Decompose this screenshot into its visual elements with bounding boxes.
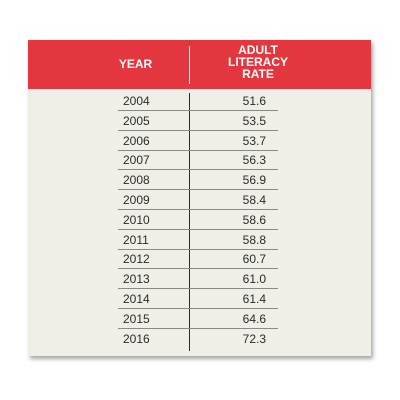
table-row: 2007 56.3 xyxy=(28,150,371,171)
table-row: 2009 58.4 xyxy=(28,190,371,210)
row-separator xyxy=(118,110,278,111)
row-separator xyxy=(118,228,278,230)
rate-cell: 56.3 xyxy=(242,153,266,168)
rate-column-header: ADULT LITERACY RATE xyxy=(228,44,288,80)
table-row: 2013 61.0 xyxy=(28,269,371,290)
rate-cell: 72.3 xyxy=(242,331,266,346)
table-row: 2016 72.3 xyxy=(28,329,371,349)
rate-cell: 58.8 xyxy=(242,232,266,247)
year-column-header: YEAR xyxy=(118,57,153,71)
row-separator xyxy=(118,149,278,151)
rate-cell: 64.6 xyxy=(242,311,266,326)
table-row: 2014 61.4 xyxy=(28,289,371,309)
rate-cell: 53.7 xyxy=(242,133,266,148)
rate-cell: 58.6 xyxy=(242,212,266,227)
table-row: 2005 53.5 xyxy=(28,111,371,131)
year-cell: 2013 xyxy=(123,272,150,287)
row-separator xyxy=(118,327,278,329)
table-header: YEAR ADULT LITERACY RATE xyxy=(28,40,371,89)
row-separator xyxy=(118,288,278,290)
row-separator xyxy=(118,169,278,171)
rate-cell: 53.5 xyxy=(242,113,266,128)
row-separator xyxy=(118,308,278,309)
row-separator xyxy=(118,209,278,210)
table-row: 2004 51.6 xyxy=(28,91,371,111)
year-cell: 2016 xyxy=(123,331,150,346)
rate-cell: 51.6 xyxy=(242,94,266,108)
year-cell: 2006 xyxy=(123,133,150,148)
table-row: 2015 64.6 xyxy=(28,309,371,329)
year-cell: 2005 xyxy=(123,113,150,128)
table-row: 2006 53.7 xyxy=(28,131,371,151)
rate-cell: 61.0 xyxy=(242,272,266,287)
year-cell: 2011 xyxy=(123,232,149,247)
header-divider xyxy=(189,46,190,84)
literacy-table: YEAR ADULT LITERACY RATE 2004 51.6 2005 53.… xyxy=(28,40,371,356)
year-cell: 2010 xyxy=(123,212,150,227)
year-cell: 2004 xyxy=(123,94,150,108)
year-cell: 2007 xyxy=(123,153,150,168)
table-row: 2011 58.8 xyxy=(28,230,371,250)
table-row: 2010 58.6 xyxy=(28,210,371,230)
rate-header-line-1: ADULT xyxy=(238,43,278,57)
year-cell: 2009 xyxy=(123,193,150,207)
year-cell: 2012 xyxy=(123,252,150,267)
rate-header-line-3: RATE xyxy=(242,67,274,81)
year-cell: 2008 xyxy=(123,173,150,188)
year-cell: 2014 xyxy=(123,292,150,306)
rate-cell: 61.4 xyxy=(242,292,266,306)
row-separator xyxy=(118,248,278,250)
rate-cell: 60.7 xyxy=(242,252,266,267)
row-separator xyxy=(118,268,278,270)
column-divider xyxy=(189,93,190,351)
rate-cell: 58.4 xyxy=(242,193,266,207)
row-separator xyxy=(118,129,278,131)
rate-cell: 56.9 xyxy=(242,173,266,188)
rate-header-line-2: LITERACY xyxy=(228,55,288,69)
year-cell: 2015 xyxy=(123,311,150,326)
table-row: 2012 60.7 xyxy=(28,249,371,270)
row-separator xyxy=(118,189,278,191)
table-row: 2008 56.9 xyxy=(28,170,371,191)
